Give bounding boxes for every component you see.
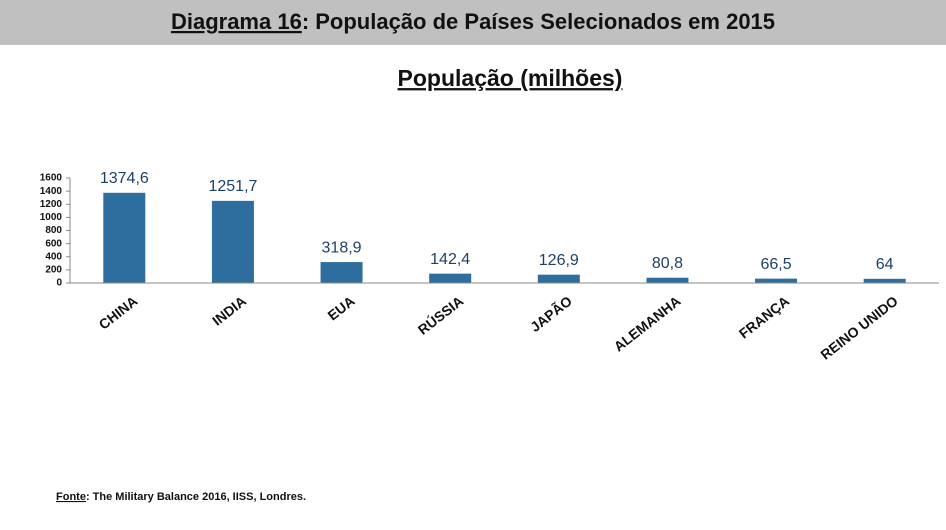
value-label: 1251,7	[208, 178, 257, 195]
source-label: Fonte	[56, 491, 86, 503]
y-tick-label: 400	[45, 251, 62, 262]
figure-title: : População de Países Selecionados em 20…	[302, 9, 775, 34]
header-title: Diagrama 16: População de Países Selecio…	[171, 9, 775, 34]
bar	[755, 278, 798, 283]
y-tick-label: 1400	[40, 186, 63, 197]
bar	[646, 277, 689, 283]
y-tick-label: 1200	[40, 199, 63, 210]
source: Fonte: The Military Balance 2016, IISS, …	[56, 491, 306, 503]
header-bar	[0, 0, 946, 45]
y-tick-label: 600	[45, 238, 62, 249]
value-label: 126,9	[539, 252, 579, 269]
bar	[537, 274, 580, 283]
source-text: : The Military Balance 2016, IISS, Londr…	[86, 491, 306, 503]
y-tick-label: 0	[56, 278, 62, 289]
value-label: 80,8	[652, 255, 683, 272]
y-tick-label: 800	[45, 225, 62, 236]
value-label: 66,5	[760, 256, 791, 273]
figure-label: Diagrama 16	[171, 9, 302, 34]
value-label: 318,9	[322, 239, 362, 256]
y-tick-label: 200	[45, 265, 62, 276]
value-label: 64	[876, 256, 894, 273]
value-label: 142,4	[430, 251, 470, 268]
chart-title: População (milhões)	[398, 65, 623, 91]
bar	[863, 278, 906, 283]
bar	[429, 273, 472, 283]
bar	[103, 192, 146, 283]
bar	[320, 262, 363, 283]
value-label: 1374,6	[100, 170, 149, 187]
y-tick-label: 1600	[40, 173, 63, 184]
y-tick-label: 1000	[40, 212, 63, 223]
bar	[211, 200, 254, 283]
